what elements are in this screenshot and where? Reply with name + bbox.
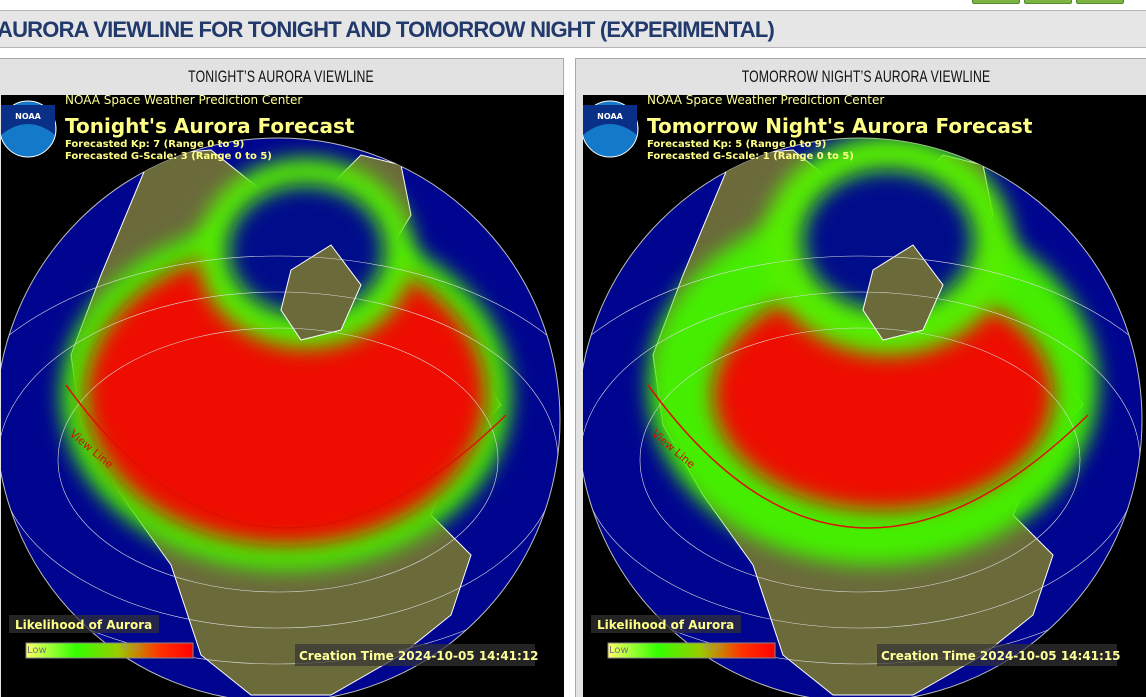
- aurora-core: [86, 245, 486, 545]
- logo-wave: [1, 105, 55, 135]
- button[interactable]: [972, 0, 1020, 4]
- panel-heading: TONIGHT’S AURORA VIEWLINE: [188, 67, 374, 86]
- button[interactable]: [1076, 0, 1124, 4]
- forecast-title: Tomorrow Night's Aurora Forecast: [647, 114, 1033, 138]
- header-bar: AURORA VIEWLINE FOR TONIGHT AND TOMORROW…: [0, 10, 1146, 48]
- arctic-land: [862, 244, 944, 341]
- page-title: AURORA VIEWLINE FOR TONIGHT AND TOMORROW…: [0, 17, 775, 42]
- graticule: [583, 255, 1142, 665]
- legend-bar: [25, 642, 194, 659]
- creation-time: Creation Time 2024-10-05 14:41:12: [299, 649, 539, 663]
- aurora-core: [713, 280, 1053, 510]
- button[interactable]: [1024, 0, 1072, 4]
- creation-bg: [877, 644, 1117, 666]
- logo-wave: [583, 105, 637, 135]
- logo-text: NOAA: [15, 112, 41, 121]
- agency: NOAA Space Weather Prediction Center: [65, 95, 302, 107]
- legend-low: Low: [609, 645, 629, 656]
- legend-high: High: [121, 643, 142, 653]
- graticule: [639, 327, 1081, 593]
- legend-title: Likelihood of Aurora: [15, 618, 152, 632]
- panel: TONIGHT’S AURORA VIEWLINE View Line NOAA NO…: [0, 58, 564, 697]
- logo-text: NOAA: [597, 112, 623, 121]
- creation-bg: [295, 644, 535, 666]
- globe-content: [583, 138, 1142, 696]
- panel: TOMORROW NIGHT’S AURORA VIEWLINE View Lin…: [575, 58, 1146, 697]
- kp: Forecasted Kp: 7 (Range 0 to 9): [65, 139, 244, 150]
- panel-heading: TOMORROW NIGHT’S AURORA VIEWLINE: [741, 67, 991, 86]
- g-scale: Forecasted G-Scale: 1 (Range 0 to 5): [647, 151, 854, 162]
- graticule: [1, 255, 560, 665]
- graticule: [57, 327, 499, 593]
- creation-time: Creation Time 2024-10-05 14:41:15: [881, 649, 1121, 663]
- legend-bg: [591, 615, 741, 633]
- kp: Forecasted Kp: 5 (Range 0 to 9): [647, 139, 826, 150]
- globe-content: [1, 149, 560, 696]
- forecast-title: Tonight's Aurora Forecast: [65, 114, 355, 138]
- agency: NOAA Space Weather Prediction Center: [647, 95, 884, 107]
- view-line: [65, 384, 507, 529]
- legend-bar: [607, 642, 776, 659]
- legend-low: Low: [27, 645, 47, 656]
- legend-bg: [9, 615, 159, 633]
- g-scale: Forecasted G-Scale: 3 (Range 0 to 5): [65, 151, 272, 162]
- legend-high: High: [703, 643, 724, 653]
- view-line: [647, 384, 1089, 529]
- arctic-land: [280, 244, 362, 341]
- legend-title: Likelihood of Aurora: [597, 618, 734, 632]
